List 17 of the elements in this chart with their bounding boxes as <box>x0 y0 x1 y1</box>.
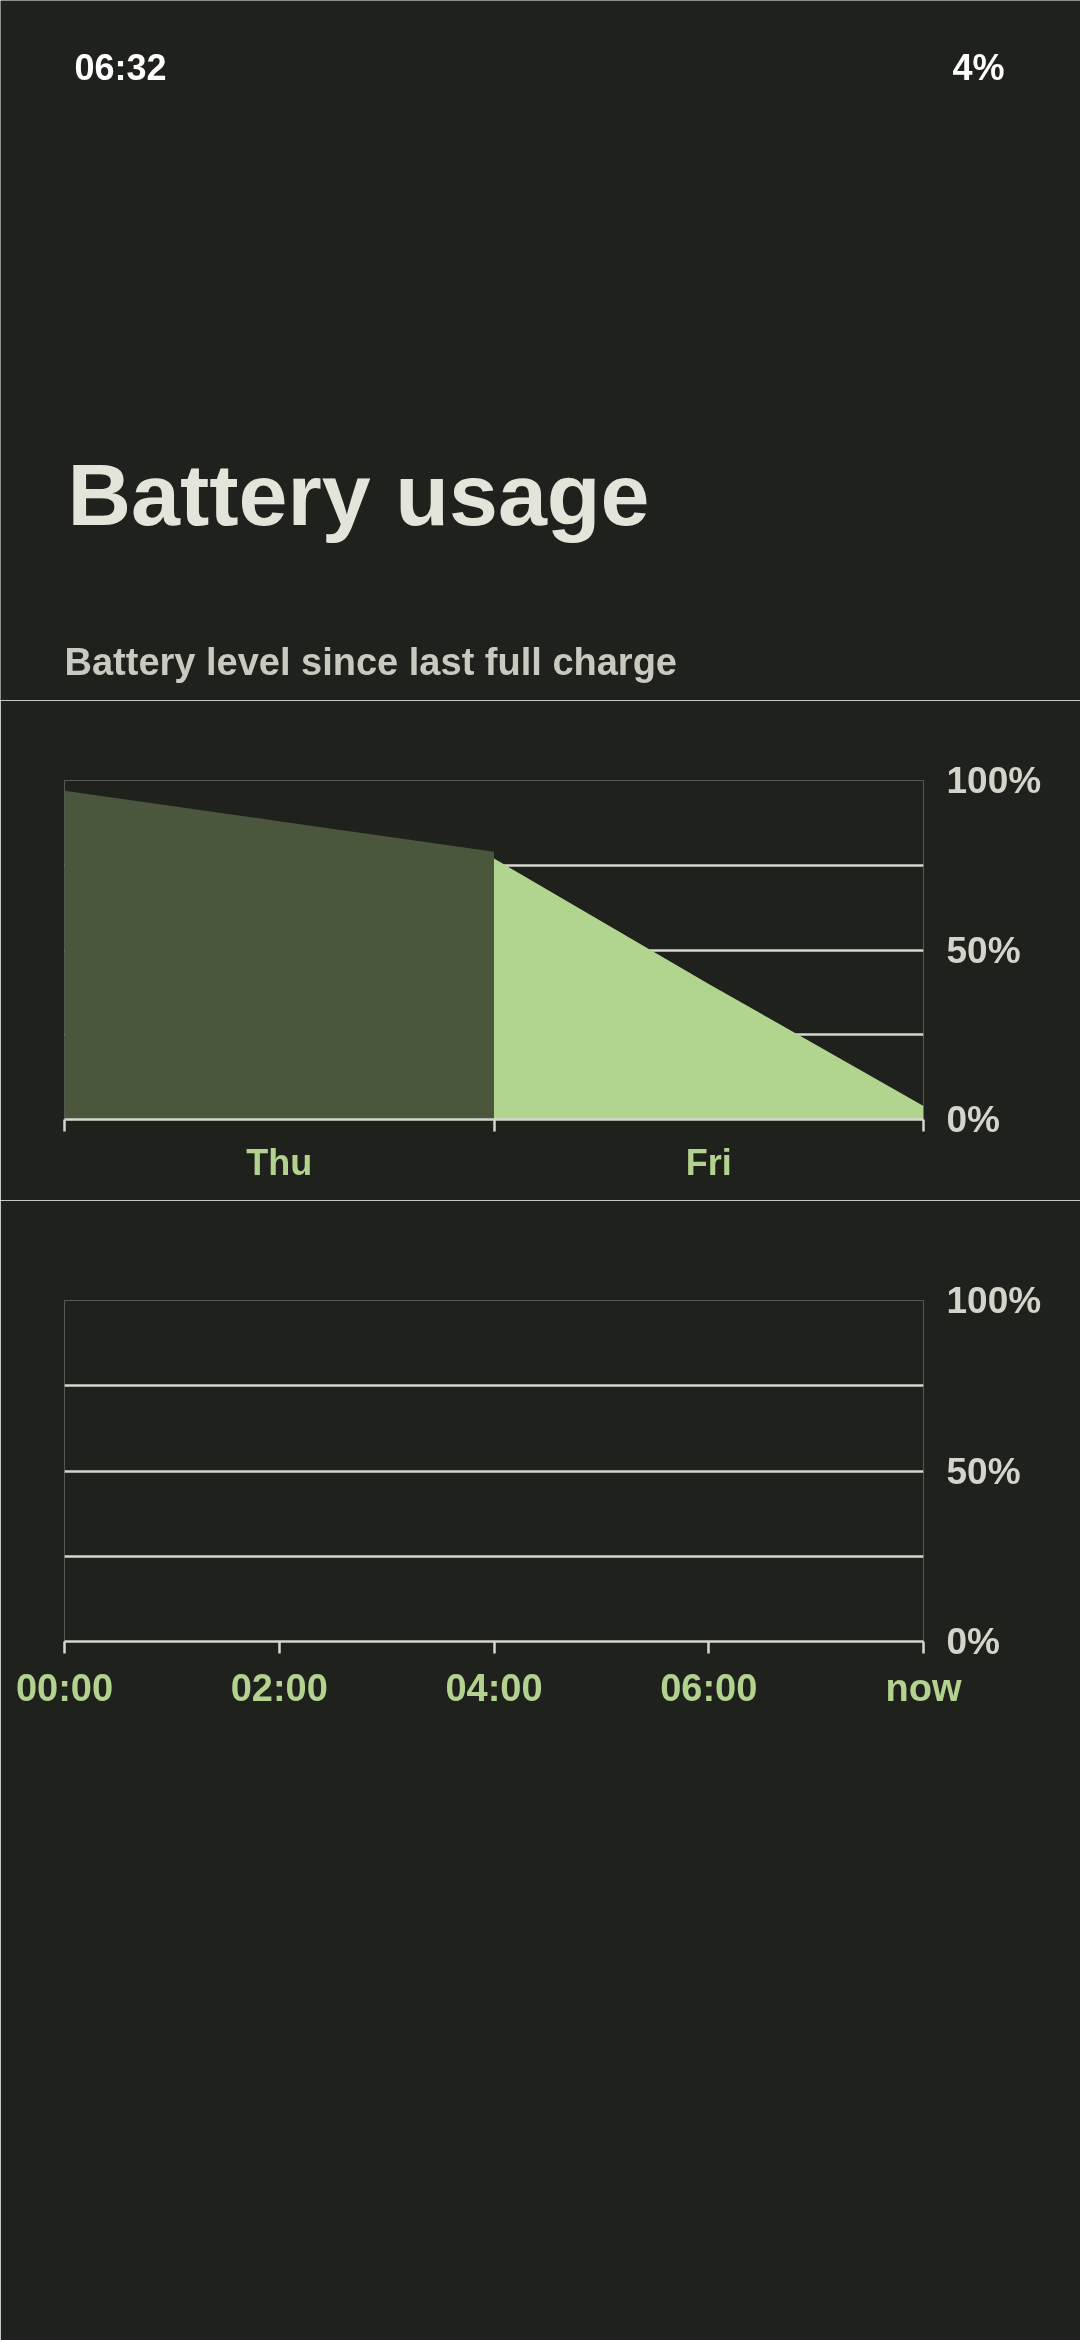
y-tick-label: 50% <box>946 1450 1021 1492</box>
y-tick-label: 0% <box>946 1621 1000 1662</box>
x-tick-label: Fri <box>685 1141 732 1183</box>
chart-subtitle: Battery level since last full charge <box>64 640 677 683</box>
x-tick-label: 00:00 <box>15 1666 114 1709</box>
x-tick-label: 06:00 <box>660 1666 758 1709</box>
y-tick-label: 0% <box>946 1099 1000 1140</box>
y-tick-label: 50% <box>946 929 1021 971</box>
x-tick-label: now <box>885 1666 962 1709</box>
chart-title: Battery usage <box>67 445 650 544</box>
x-tick-label: Thu <box>246 1141 313 1183</box>
x-tick-label: 04:00 <box>445 1666 543 1709</box>
y-tick-label: 100% <box>946 1280 1042 1321</box>
y-tick-label: 100% <box>946 760 1042 801</box>
x-tick-label: 02:00 <box>230 1666 328 1709</box>
text: 4% <box>952 47 1005 88</box>
text: 06:32 <box>74 47 167 88</box>
